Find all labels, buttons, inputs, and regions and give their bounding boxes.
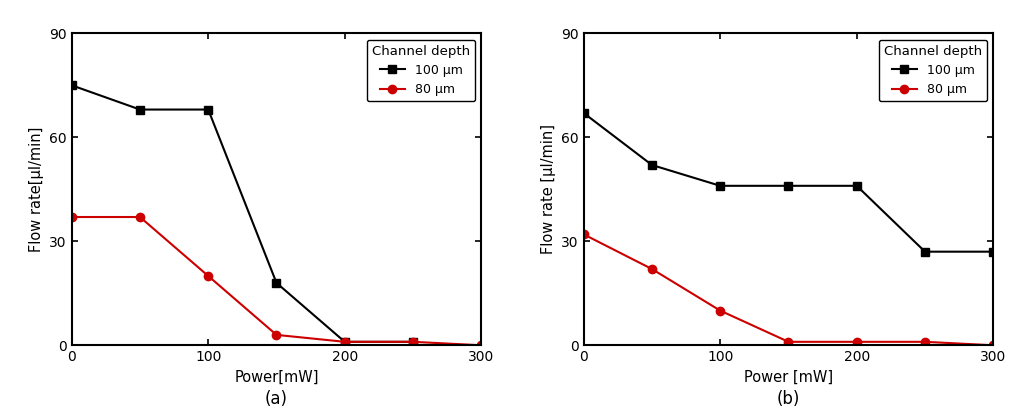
80 μm [339,339,351,344]
100 μm [782,183,795,188]
100 μm [646,163,658,168]
X-axis label: Power [mW]: Power [mW] [743,370,834,385]
80 μm [987,343,999,348]
100 μm [134,107,146,112]
Line: 100 μm: 100 μm [68,81,417,346]
Y-axis label: Flow rate[μl/min]: Flow rate[μl/min] [29,126,44,252]
Line: 80 μm: 80 μm [68,213,485,349]
80 μm [475,343,487,348]
100 μm [202,107,214,112]
100 μm [407,339,419,344]
80 μm [714,308,726,313]
100 μm [339,339,351,344]
100 μm [919,249,931,254]
100 μm [578,111,590,116]
100 μm [714,183,726,188]
80 μm [407,339,419,344]
80 μm [202,273,214,278]
100 μm [851,183,863,188]
80 μm [578,232,590,237]
Line: 100 μm: 100 μm [580,109,997,256]
80 μm [134,215,146,220]
100 μm [66,83,78,88]
80 μm [851,339,863,344]
X-axis label: Power[mW]: Power[mW] [234,370,318,385]
Text: (a): (a) [265,390,288,409]
80 μm [270,332,283,337]
Legend: 100 μm, 80 μm: 100 μm, 80 μm [879,40,987,101]
Line: 80 μm: 80 μm [580,230,997,349]
Legend: 100 μm, 80 μm: 100 μm, 80 μm [367,40,475,101]
Y-axis label: Flow rate [μl/min]: Flow rate [μl/min] [541,124,556,254]
80 μm [646,267,658,272]
80 μm [66,215,78,220]
80 μm [919,339,931,344]
Text: (b): (b) [777,390,800,409]
100 μm [987,249,999,254]
80 μm [782,339,795,344]
100 μm [270,280,283,285]
